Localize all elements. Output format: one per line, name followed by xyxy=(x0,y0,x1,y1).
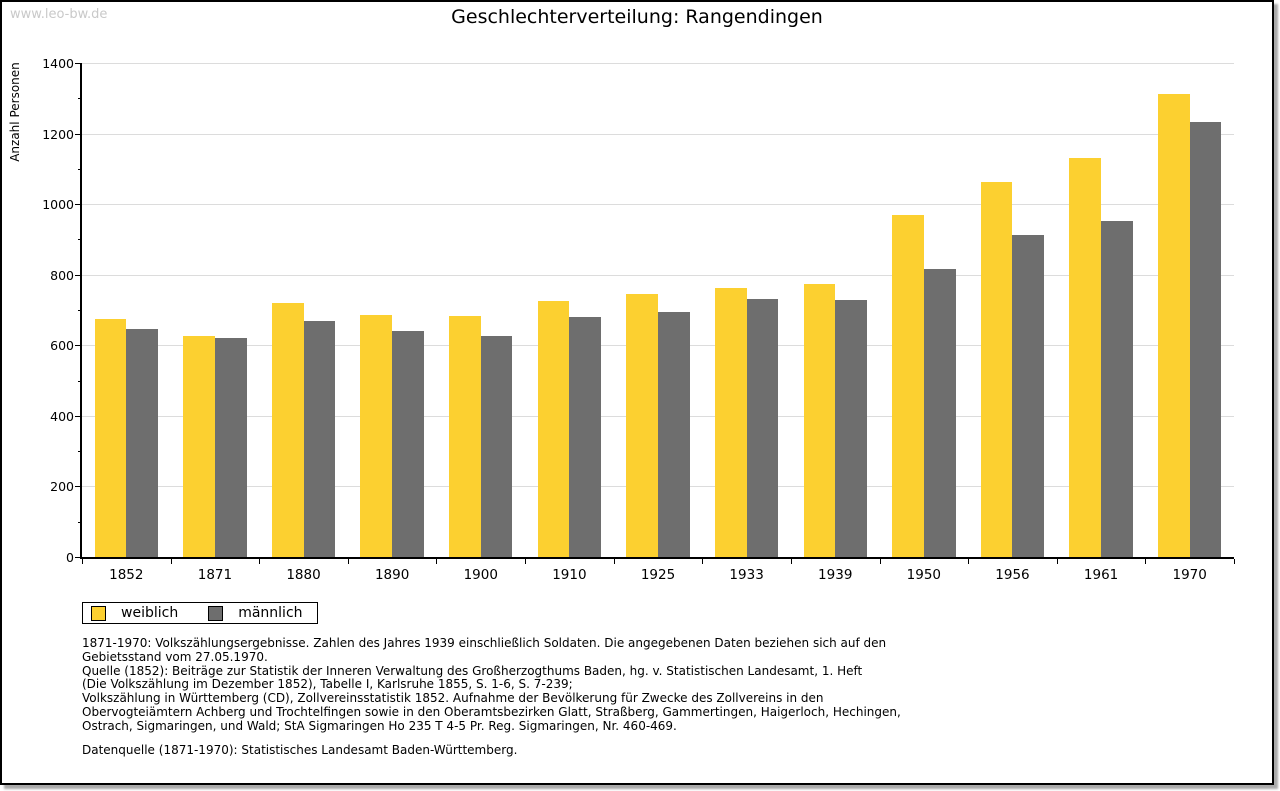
legend-swatch-maennlich xyxy=(208,605,224,621)
y-major-tick-1200 xyxy=(75,133,82,135)
bar-männlich-1871 xyxy=(214,338,247,557)
x-tick-2 xyxy=(259,559,261,564)
bar-männlich-1933 xyxy=(746,299,779,557)
x-tick-label-1900: 1900 xyxy=(463,567,498,583)
bar-männlich-1910 xyxy=(569,317,602,557)
bar-männlich-1900 xyxy=(480,336,513,557)
bar-weiblich-1933 xyxy=(714,287,747,557)
footnote-block: 1871-1970: Volkszählungsergebnisse. Zahl… xyxy=(82,636,901,734)
x-tick-9 xyxy=(879,559,881,564)
y-major-tick-600 xyxy=(75,345,82,347)
x-tick-8 xyxy=(790,559,792,564)
chart-title: Geschlechterverteilung: Rangendingen xyxy=(451,6,823,28)
y-tick-label-800: 800 xyxy=(50,267,74,283)
y-major-tick-400 xyxy=(75,415,82,417)
y-tick-label-600: 600 xyxy=(50,338,74,354)
y-major-tick-200 xyxy=(75,486,82,488)
x-tick-13 xyxy=(1234,559,1235,564)
bar-männlich-1961 xyxy=(1101,220,1133,557)
y-tick-label-200: 200 xyxy=(50,479,74,495)
x-tick-label-1910: 1910 xyxy=(552,567,587,583)
legend-item-weiblich: weiblich xyxy=(91,605,178,621)
bar-männlich-1970 xyxy=(1189,121,1222,557)
x-tick-7 xyxy=(702,559,704,564)
bar-weiblich-1950 xyxy=(892,214,924,557)
bar-weiblich-1852 xyxy=(94,318,127,557)
bar-weiblich-1910 xyxy=(537,300,570,557)
y-major-tick-1000 xyxy=(75,204,82,206)
bar-männlich-1852 xyxy=(126,329,158,557)
bar-männlich-1939 xyxy=(835,299,867,557)
bar-weiblich-1871 xyxy=(183,336,215,557)
y-tick-label-400: 400 xyxy=(50,408,74,424)
y-tick-label-1400: 1400 xyxy=(42,56,74,71)
bar-weiblich-1880 xyxy=(271,302,304,557)
bar-weiblich-1970 xyxy=(1157,93,1190,557)
bar-männlich-1956 xyxy=(1012,235,1045,557)
x-tick-label-1871: 1871 xyxy=(197,567,233,583)
x-tick-label-1852: 1852 xyxy=(109,567,144,583)
bar-weiblich-1890 xyxy=(360,314,393,557)
legend-label-weiblich: weiblich xyxy=(121,605,179,621)
footnote-line-6: Obervogteiämtern Achberg und Trochtelfin… xyxy=(82,704,901,719)
x-tick-3 xyxy=(347,559,349,564)
x-tick-0 xyxy=(82,559,83,564)
footnote-line-1: 1871-1970: Volkszählungsergebnisse. Zahl… xyxy=(82,636,887,650)
x-tick-label-1925: 1925 xyxy=(640,567,676,583)
y-axis-title: Anzahl Personen xyxy=(8,62,22,162)
x-tick-6 xyxy=(613,559,615,564)
x-tick-label-1961: 1961 xyxy=(1083,567,1119,583)
bar-weiblich-1961 xyxy=(1069,158,1102,557)
legend-swatch-weiblich xyxy=(91,605,106,621)
gridline-1000 xyxy=(82,204,1234,206)
x-tick-11 xyxy=(1056,559,1058,564)
bar-männlich-1950 xyxy=(923,268,956,557)
bar-männlich-1880 xyxy=(303,320,336,557)
gridline-800 xyxy=(82,274,1234,276)
y-major-tick-0 xyxy=(75,557,82,558)
legend-item-maennlich: männlich xyxy=(208,605,303,621)
x-tick-label-1950: 1950 xyxy=(906,567,942,583)
y-tick-label-1200: 1200 xyxy=(42,126,74,142)
bar-chart: Anzahl Personen 0 200 400 600 800 1000 1200 140… xyxy=(2,2,1272,602)
footnote-line-7: Ostrach, Sigmaringen, und Wald; StA Sigm… xyxy=(82,718,677,733)
source-line: Datenquelle (1871-1970): Statistisches L… xyxy=(82,743,518,757)
gridline-1200 xyxy=(82,133,1234,135)
bar-weiblich-1900 xyxy=(449,315,481,557)
bar-weiblich-1956 xyxy=(980,182,1013,557)
footnote-line-5: Volkszählung in Württemberg (CD), Zollve… xyxy=(82,691,824,706)
x-tick-12 xyxy=(1145,559,1147,564)
x-tick-label-1970: 1970 xyxy=(1172,567,1207,583)
bar-männlich-1890 xyxy=(392,331,424,557)
bar-weiblich-1925 xyxy=(626,294,658,557)
footnote-line-2: Gebietsstand vom 27.05.1970. xyxy=(82,649,268,664)
legend-label-maennlich: männlich xyxy=(238,605,303,621)
y-tick-label-1000: 1000 xyxy=(42,197,74,213)
y-tick-label-0: 0 xyxy=(66,550,74,565)
watermark-link[interactable]: www.leo-bw.de xyxy=(10,7,108,22)
x-tick-5 xyxy=(525,559,527,564)
x-tick-label-1890: 1890 xyxy=(374,567,410,583)
x-tick-10 xyxy=(968,559,970,564)
x-tick-label-1956: 1956 xyxy=(995,567,1030,583)
footnote-line-4: (Die Volkszählung im Dezember 1852), Tab… xyxy=(82,677,573,692)
bar-weiblich-1939 xyxy=(803,283,836,557)
x-tick-label-1939: 1939 xyxy=(818,567,853,583)
gridline-1400 xyxy=(82,63,1234,64)
x-tick-4 xyxy=(436,559,438,564)
y-major-tick-800 xyxy=(75,274,82,276)
footnote-line-3: Quelle (1852): Beiträge zur Statistik de… xyxy=(82,663,863,678)
x-tick-label-1880: 1880 xyxy=(286,567,321,583)
legend: weiblich männlich xyxy=(82,602,318,624)
y-major-tick-1400 xyxy=(75,63,82,64)
x-tick-label-1933: 1933 xyxy=(729,567,764,583)
x-axis-line xyxy=(80,557,1234,559)
y-axis-line xyxy=(80,63,82,559)
bar-männlich-1925 xyxy=(658,312,690,557)
x-tick-1 xyxy=(170,559,172,564)
